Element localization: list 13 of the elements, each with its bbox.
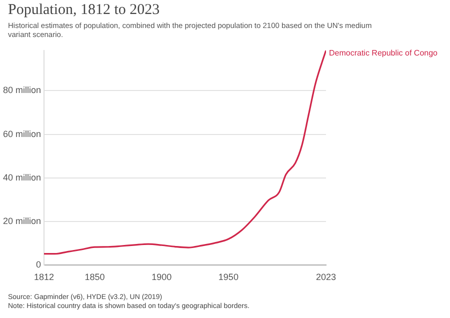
y-tick-label: 0 bbox=[36, 260, 42, 270]
y-tick-label: 60 million bbox=[2, 128, 42, 139]
x-tick-label: 1950 bbox=[218, 272, 238, 282]
y-tick-label: 80 million bbox=[2, 85, 42, 96]
y-tick-label: 40 million bbox=[2, 172, 42, 182]
line-series bbox=[44, 50, 326, 255]
x-tick-label: 2023 bbox=[316, 272, 336, 282]
x-tick-label: 1900 bbox=[152, 272, 172, 282]
chart-title: Population, 1812 to 2023 bbox=[8, 2, 160, 19]
x-tick-label: 1812 bbox=[34, 272, 54, 282]
series-label: Democratic Republic of Congo bbox=[329, 48, 438, 58]
x-tick-label: 1850 bbox=[84, 272, 105, 282]
y-tick-label: 20 million bbox=[2, 216, 42, 226]
